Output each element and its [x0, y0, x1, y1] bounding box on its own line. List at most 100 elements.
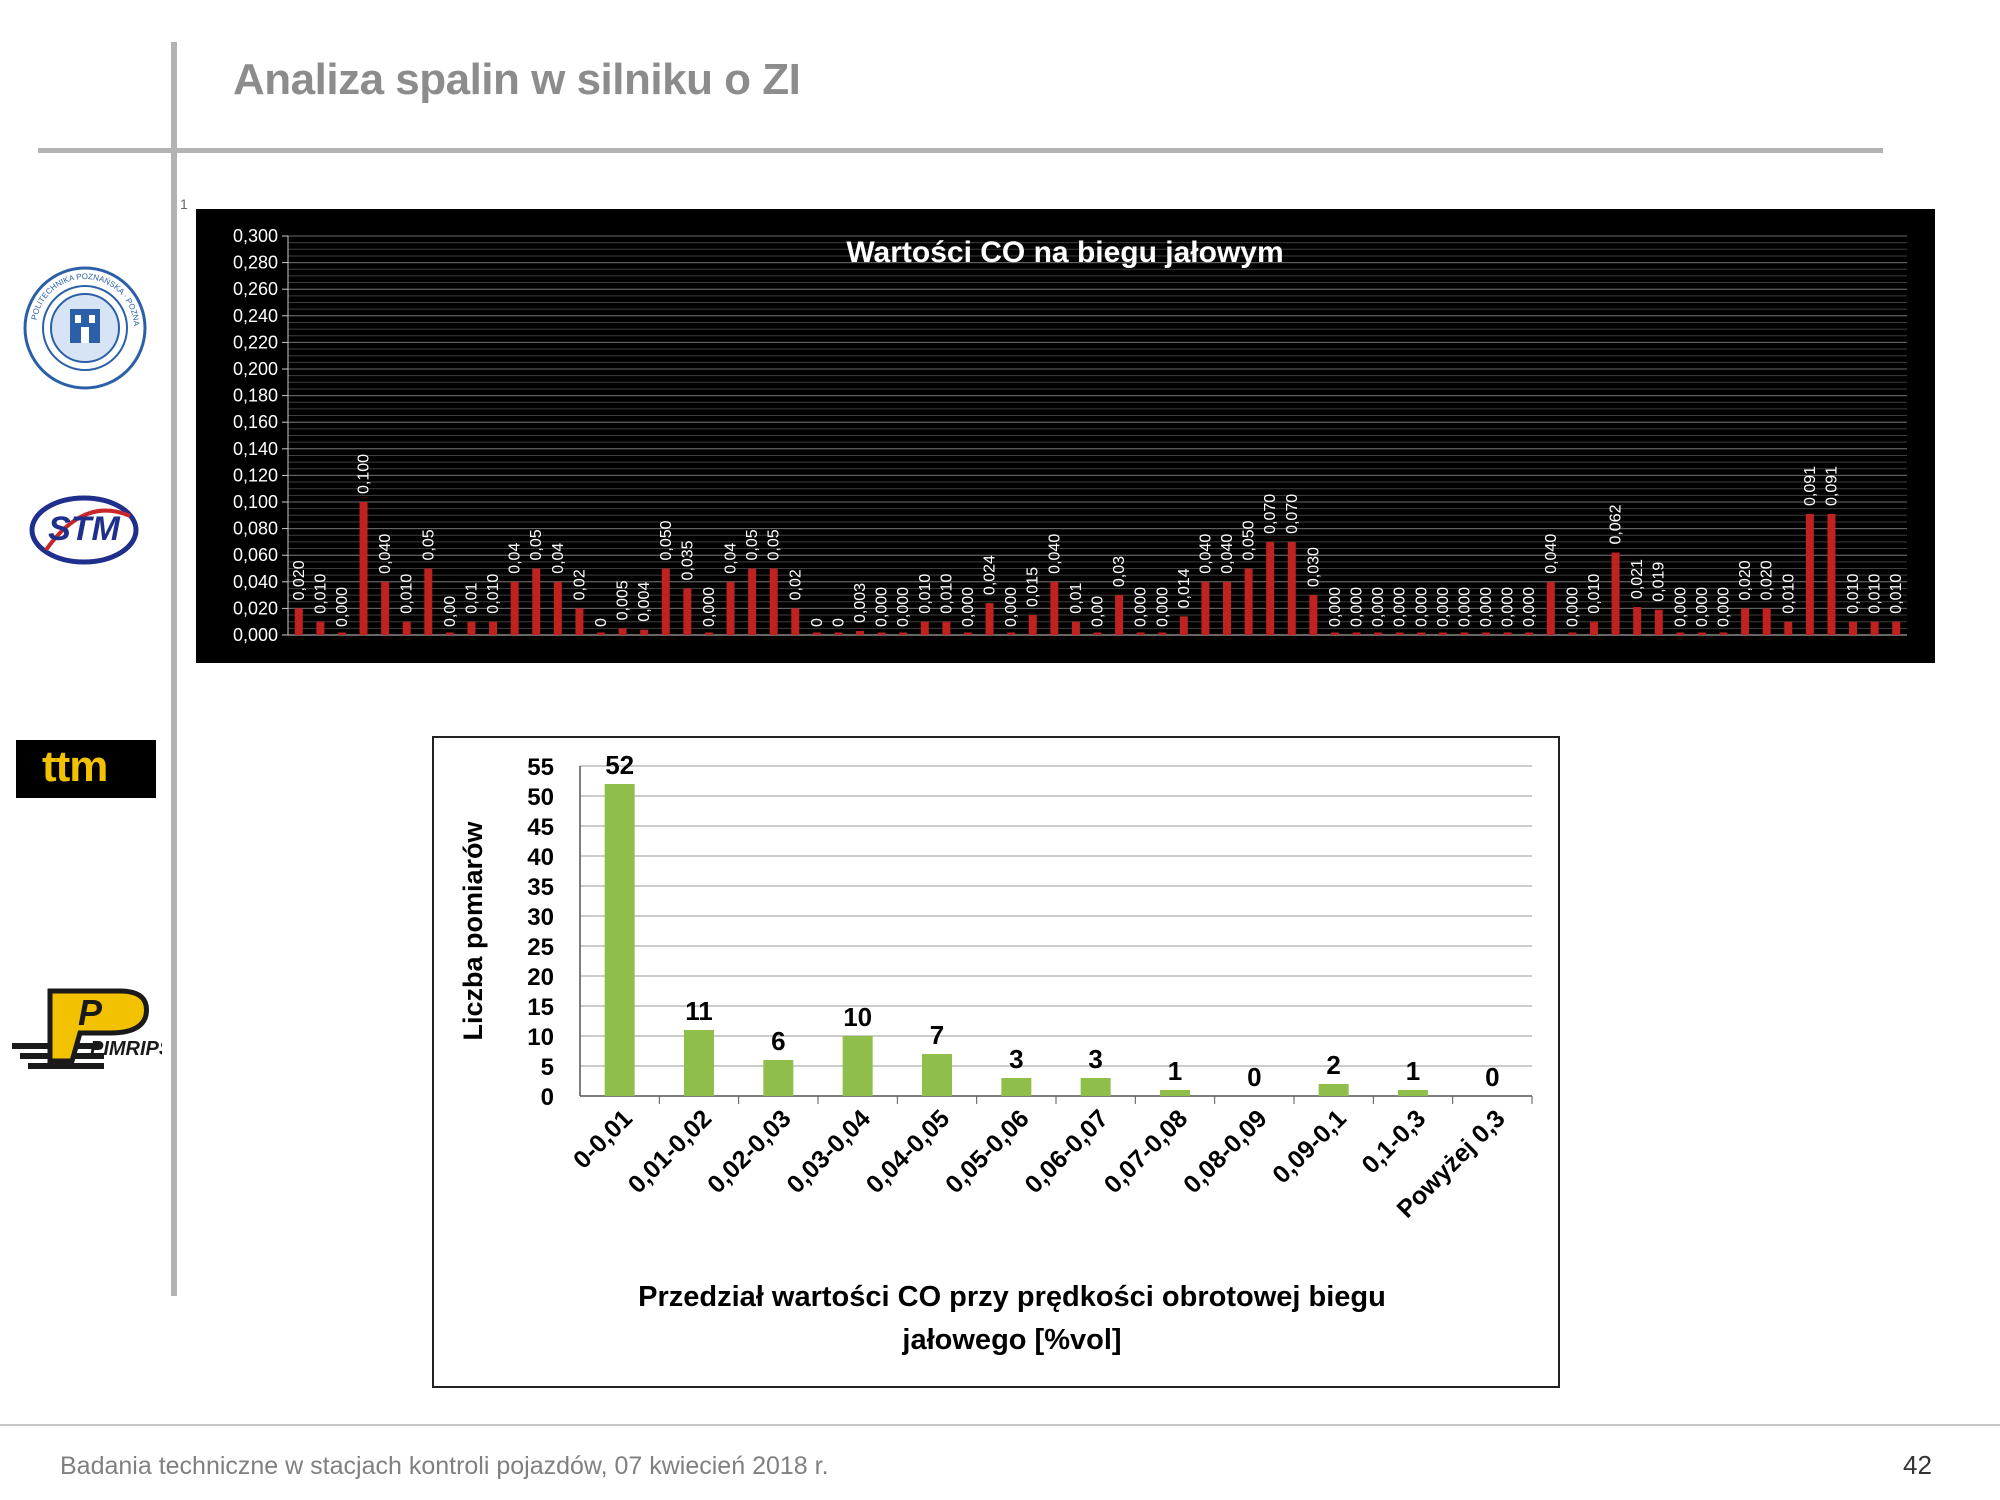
bar [661, 568, 670, 635]
x-axis-label-line2: jałowego [%vol] [901, 1324, 1121, 1356]
y-tick-label: 0,280 [233, 253, 278, 273]
data-label: 3 [1009, 1044, 1023, 1074]
bar [1374, 632, 1383, 635]
data-label: 0 [809, 618, 826, 627]
bar [1546, 581, 1555, 635]
data-label: 0,000 [1672, 587, 1689, 627]
data-label: 0,010 [917, 574, 934, 614]
data-label: 0,000 [1327, 587, 1344, 627]
x-axis-label-line1: Przedział wartości CO przy prędkości obr… [638, 1281, 1386, 1313]
bar [1158, 632, 1167, 635]
bar [1093, 632, 1102, 635]
y-tick-label: 35 [527, 874, 554, 901]
y-tick-label: 10 [527, 1024, 554, 1051]
bar [1654, 609, 1663, 635]
data-label: 0,019 [1651, 562, 1668, 602]
x-tick-label: 0,08-0,09 [1178, 1104, 1272, 1198]
bar [899, 632, 908, 635]
bar [922, 1054, 952, 1096]
bar [1525, 632, 1534, 635]
bar [510, 581, 519, 635]
bar [294, 608, 303, 635]
data-label: 0,004 [636, 582, 653, 622]
university-seal-logo: POLITECHNIKA POZNAŃSKA · POZNAN UNIVERSI… [22, 265, 147, 390]
data-label: 0,010 [1845, 574, 1862, 614]
x-tick-label: 0,02-0,03 [702, 1104, 796, 1198]
bar [1398, 1090, 1428, 1096]
data-label: 0,000 [701, 587, 718, 627]
data-label: 10 [843, 1002, 872, 1032]
bar [1762, 608, 1771, 635]
pimrips-logo: P PIMRIPS [12, 988, 162, 1069]
data-label: 0,040 [377, 534, 394, 574]
data-label: 0,04 [723, 543, 740, 574]
bar [532, 568, 541, 635]
data-label: 0,000 [1478, 587, 1495, 627]
data-label: 1 [1406, 1056, 1420, 1086]
bar [424, 568, 433, 635]
data-label: 0,020 [1759, 560, 1776, 600]
bar [1611, 552, 1620, 635]
stray-mark: 1 [180, 196, 188, 212]
stm-logo: STM [29, 495, 139, 565]
y-tick-label: 0,260 [233, 279, 278, 299]
data-label: 0 [830, 618, 847, 627]
bar [942, 621, 951, 635]
data-label: 11 [685, 996, 713, 1026]
y-tick-label: 0,120 [233, 465, 278, 485]
y-tick-label: 0,080 [233, 519, 278, 539]
bar [1719, 632, 1728, 635]
data-label: 0,070 [1284, 494, 1301, 534]
co-idle-values-chart: 0,000 0,020 0,040 0,060 0,080 0,100 0,120 0,140… [196, 209, 1935, 663]
bar [553, 581, 562, 635]
data-label: 0,02 [571, 569, 588, 600]
data-label: 0,00 [1090, 596, 1107, 627]
data-label: 0,000 [1370, 587, 1387, 627]
y-tick-label: 40 [527, 844, 554, 871]
bar [316, 621, 325, 635]
bar [618, 628, 627, 635]
data-label: 0,000 [895, 587, 912, 627]
bar [1827, 513, 1836, 635]
bar [337, 632, 346, 635]
y-tick-label: 0,220 [233, 332, 278, 352]
bar [1892, 621, 1901, 635]
data-label: 0,000 [960, 587, 977, 627]
x-tick-label: 0,04-0,05 [861, 1104, 956, 1199]
bar [489, 621, 498, 635]
bar [1438, 632, 1447, 635]
y-tick-label: 0,020 [233, 598, 278, 618]
bar [604, 784, 635, 1096]
data-label: 52 [605, 750, 634, 780]
bar [1460, 632, 1469, 635]
y-tick-label: 0,160 [233, 412, 278, 432]
bar [1589, 621, 1598, 635]
data-label: 0,000 [1521, 587, 1538, 627]
data-label: 0,030 [1305, 547, 1322, 587]
bar [726, 581, 735, 635]
y-tick-label: 0,140 [233, 439, 278, 459]
data-label: 0,000 [1435, 587, 1452, 627]
y-tick-label: 50 [527, 784, 554, 811]
bar [791, 608, 800, 635]
bar [1417, 632, 1426, 635]
x-tick-label: 0,06-0,07 [1019, 1104, 1113, 1198]
bar [877, 632, 886, 635]
y-tick-label: 0,000 [233, 625, 278, 645]
data-label: 7 [930, 1020, 944, 1050]
data-label: 0,050 [658, 520, 675, 560]
bar [1028, 615, 1037, 635]
bar [1287, 541, 1296, 635]
bar [1001, 1078, 1032, 1096]
y-tick-label: 30 [527, 904, 554, 931]
svg-text:STM: STM [48, 510, 120, 548]
data-label: 0,01 [1068, 582, 1085, 613]
bar [763, 1060, 794, 1096]
bar [1870, 621, 1879, 635]
bar [1318, 1084, 1349, 1096]
bar [963, 632, 972, 635]
data-label: 0,040 [1219, 534, 1236, 574]
bar [1223, 581, 1232, 635]
page-number: 42 [1903, 1450, 1932, 1480]
bar [1201, 581, 1210, 635]
